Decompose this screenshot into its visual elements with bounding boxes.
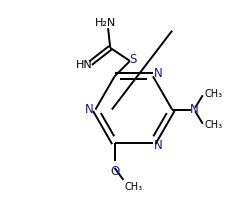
Text: N: N [189,103,197,116]
Text: S: S [128,53,136,66]
Text: N: N [153,67,161,79]
Text: CH₃: CH₃ [204,89,222,99]
Text: O: O [110,165,119,178]
Text: CH₃: CH₃ [204,120,222,130]
Text: N: N [153,140,161,152]
Text: CH₃: CH₃ [124,182,142,192]
Text: N: N [85,103,93,116]
Text: H₂N: H₂N [95,18,116,28]
Text: HN: HN [75,60,92,70]
